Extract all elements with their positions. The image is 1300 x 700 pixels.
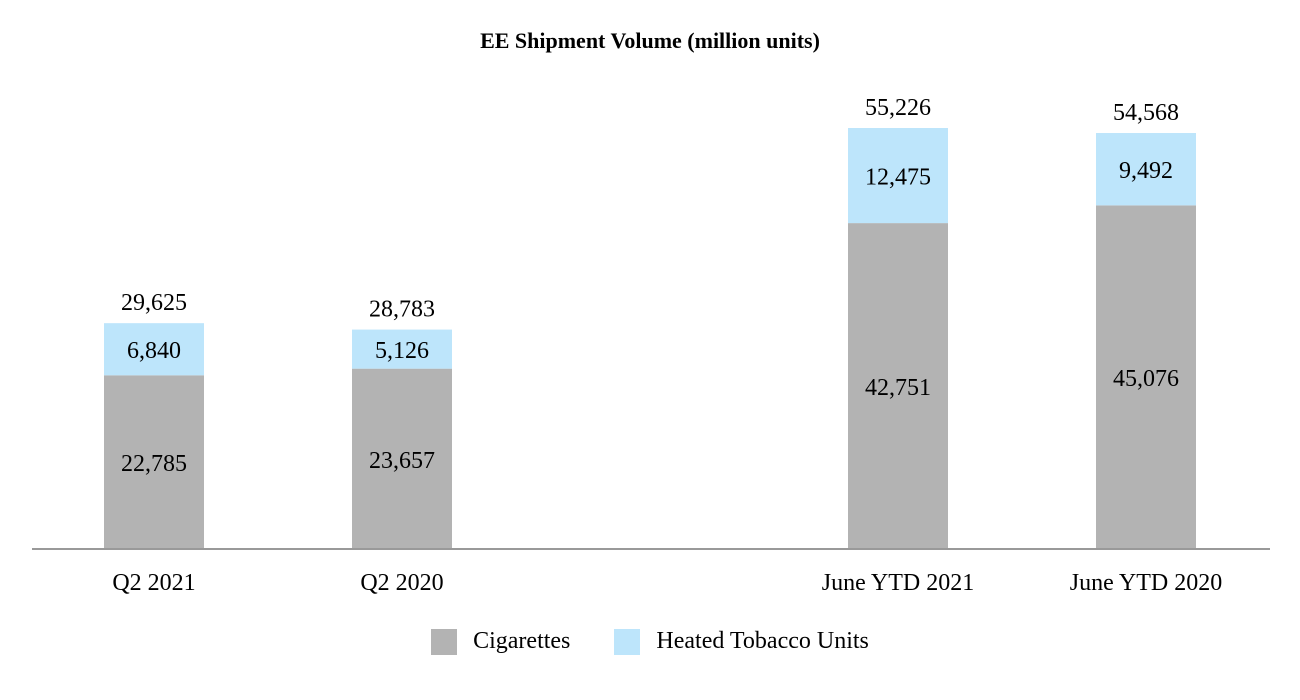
legend-swatch-cigarettes	[431, 628, 458, 655]
data-label-cigarettes-1: 22,785	[121, 451, 187, 477]
bar-heated-tobacco-units-4	[1096, 133, 1196, 206]
labels-layer: 22,785 6,840 29,625 Q2 2021 23,657 5,126 28,78…	[112, 95, 1222, 596]
legend-swatch-heated-tobacco-units	[614, 628, 641, 655]
total-label-2: 28,783	[369, 297, 435, 323]
bar-cigarettes-2	[352, 368, 452, 549]
data-label-heated-tobacco-units-4: 9,492	[1119, 158, 1173, 184]
bar-heated-tobacco-units-2	[352, 329, 452, 369]
x-tick-label-4: June YTD 2020	[1070, 570, 1222, 596]
legend: Cigarettes Heated Tobacco Units	[0, 628, 1300, 655]
bars-layer	[104, 128, 1196, 550]
total-label-3: 55,226	[865, 95, 931, 121]
x-tick-label-2: Q2 2020	[360, 570, 443, 596]
total-label-4: 54,568	[1113, 100, 1179, 126]
total-label-1: 29,625	[121, 290, 187, 316]
bar-cigarettes-1	[104, 375, 204, 549]
legend-item-cigarettes: Cigarettes	[431, 628, 570, 655]
legend-label-cigarettes: Cigarettes	[473, 628, 571, 654]
data-label-heated-tobacco-units-3: 12,475	[865, 165, 931, 191]
x-tick-label-3: June YTD 2021	[822, 570, 974, 596]
legend-label-heated-tobacco-units: Heated Tobacco Units	[656, 628, 869, 654]
bar-cigarettes-3	[848, 223, 948, 550]
data-label-cigarettes-2: 23,657	[369, 448, 435, 474]
bar-cigarettes-4	[1096, 205, 1196, 550]
data-label-heated-tobacco-units-2: 5,126	[375, 338, 429, 364]
x-tick-label-1: Q2 2021	[112, 570, 195, 596]
legend-item-heated-tobacco-units: Heated Tobacco Units	[614, 628, 869, 655]
bar-heated-tobacco-units-1	[104, 323, 204, 376]
data-label-cigarettes-4: 45,076	[1113, 366, 1179, 392]
data-label-cigarettes-3: 42,751	[865, 375, 931, 401]
data-label-heated-tobacco-units-1: 6,840	[127, 338, 181, 364]
chart-title: EE Shipment Volume (million units)	[480, 28, 820, 53]
bar-heated-tobacco-units-3	[848, 128, 948, 224]
